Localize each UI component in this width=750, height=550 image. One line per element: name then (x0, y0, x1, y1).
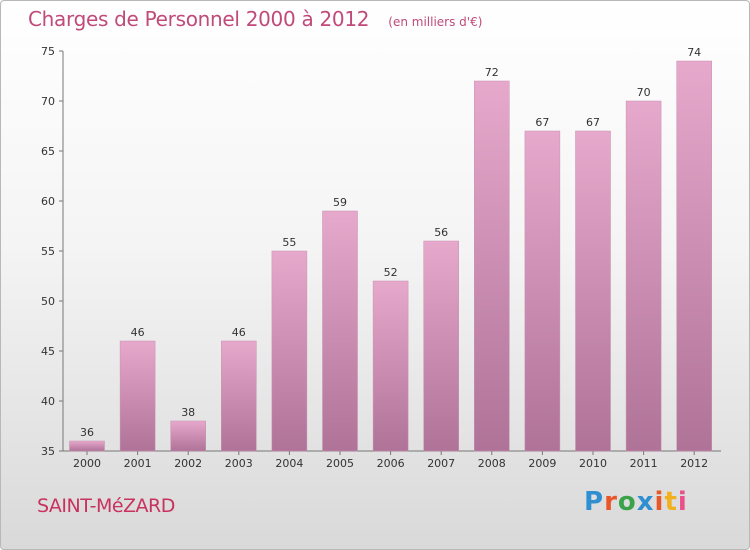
value-label-2000: 36 (80, 426, 94, 439)
logo-letter: x (636, 487, 655, 517)
value-label-2012: 74 (687, 46, 701, 59)
proxiti-logo[interactable]: Proxiti (584, 487, 688, 517)
bar-2003 (221, 340, 257, 452)
chart-labels: 36 2000 46 2001 38 2002 46 2003 55 2004 59 2005 52 20… (73, 46, 708, 470)
logo-letter: i (677, 487, 688, 517)
value-label-2007: 56 (434, 226, 448, 239)
y-tick-label: 50 (41, 295, 55, 308)
bar-2007 (423, 240, 459, 452)
y-tick-label: 55 (41, 245, 55, 258)
y-tick-label: 45 (41, 345, 55, 358)
x-tick-label-2004: 2004 (275, 457, 303, 470)
value-label-2001: 46 (131, 326, 145, 339)
y-tick-label: 60 (41, 195, 55, 208)
x-tick-label-2007: 2007 (427, 457, 455, 470)
bar-2011 (625, 100, 662, 452)
title-row: Charges de Personnel 2000 à 2012 (en mil… (28, 7, 482, 31)
bar-2004 (271, 250, 308, 452)
bar-2005 (322, 210, 358, 452)
x-tick-label-2005: 2005 (326, 457, 354, 470)
x-tick-label-2010: 2010 (579, 457, 607, 470)
value-label-2006: 52 (384, 266, 398, 279)
y-tick-label: 35 (41, 445, 55, 458)
x-tick-label-2009: 2009 (528, 457, 556, 470)
bar-2009 (524, 130, 561, 452)
logo-letter: r (604, 487, 618, 517)
y-tick-label: 65 (41, 145, 55, 158)
logo-letter: P (584, 487, 605, 517)
bar-2006 (372, 280, 409, 452)
value-label-2008: 72 (485, 66, 499, 79)
chart-bars (69, 60, 712, 452)
chart-subtitle: (en milliers d'€) (388, 15, 483, 29)
x-tick-label-2011: 2011 (630, 457, 658, 470)
x-tick-label-2003: 2003 (225, 457, 253, 470)
y-tick-label: 70 (41, 95, 55, 108)
logo-letter: i (654, 487, 665, 517)
commune-name: SAINT-MéZARD (37, 495, 175, 517)
x-tick-label-2008: 2008 (478, 457, 506, 470)
bar-2002 (170, 420, 206, 452)
x-tick-label-2012: 2012 (680, 457, 708, 470)
value-label-2003: 46 (232, 326, 246, 339)
value-label-2004: 55 (282, 236, 296, 249)
x-tick-label-2000: 2000 (73, 457, 101, 470)
logo-letter: t (664, 487, 678, 517)
value-label-2011: 70 (637, 86, 651, 99)
bar-2012 (676, 60, 712, 452)
y-tick-label: 40 (41, 395, 55, 408)
value-label-2005: 59 (333, 196, 347, 209)
bar-2000 (69, 440, 105, 452)
x-tick-label-2006: 2006 (377, 457, 405, 470)
bar-2001 (119, 340, 156, 452)
logo-letter: o (617, 487, 637, 517)
bar-2010 (575, 130, 611, 452)
bar-2008 (474, 80, 510, 452)
y-tick-label: 75 (41, 45, 55, 58)
value-label-2002: 38 (181, 406, 195, 419)
value-label-2009: 67 (535, 116, 549, 129)
x-tick-label-2001: 2001 (124, 457, 152, 470)
x-tick-label-2002: 2002 (174, 457, 202, 470)
chart-title: Charges de Personnel 2000 à 2012 (28, 7, 370, 31)
value-label-2010: 67 (586, 116, 600, 129)
